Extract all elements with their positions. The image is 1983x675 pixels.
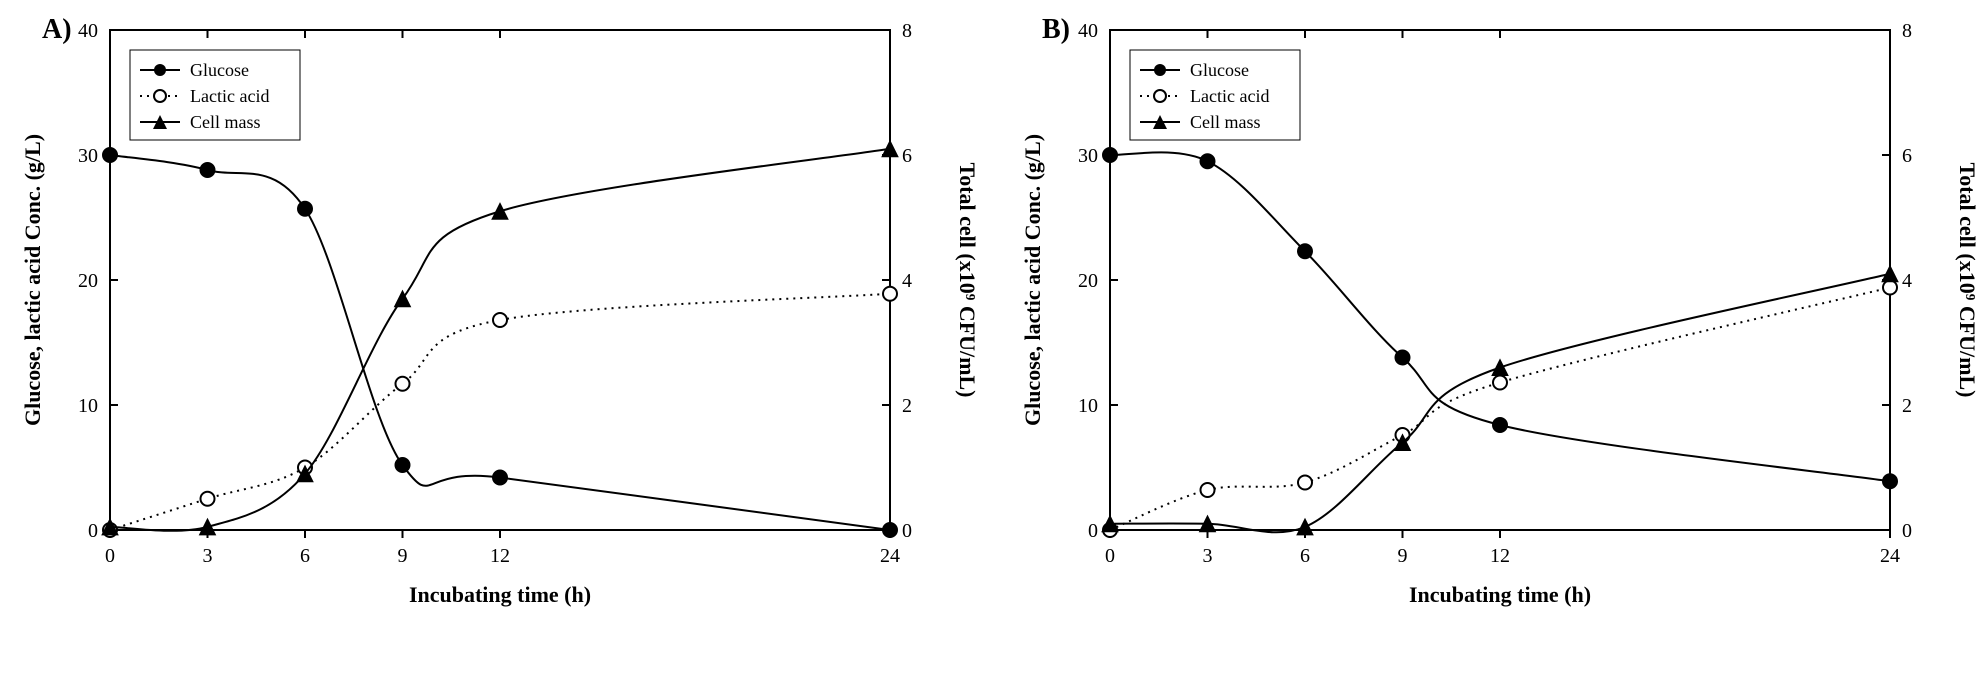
svg-text:2: 2 [902,395,912,417]
svg-text:0: 0 [105,545,115,567]
svg-text:40: 40 [78,20,98,42]
svg-text:9: 9 [1398,545,1408,567]
svg-text:Glucose: Glucose [1190,60,1249,80]
svg-text:Total cell (x10⁹ CFU/mL): Total cell (x10⁹ CFU/mL) [955,163,980,398]
svg-text:8: 8 [1902,20,1912,42]
svg-text:40: 40 [1078,20,1098,42]
svg-text:Incubating time (h): Incubating time (h) [1409,582,1591,607]
svg-text:Glucose: Glucose [190,60,249,80]
svg-text:4: 4 [1902,270,1912,292]
svg-text:3: 3 [203,545,213,567]
svg-text:24: 24 [880,545,900,567]
svg-text:20: 20 [78,270,98,292]
svg-text:3: 3 [1203,545,1213,567]
svg-text:10: 10 [1078,395,1098,417]
svg-text:24: 24 [1880,545,1900,567]
chart-svg-b: 0369122401020304002468Incubating time (h… [1000,0,1983,630]
svg-text:2: 2 [1902,395,1912,417]
panel-b: 0369122401020304002468Incubating time (h… [1000,0,1983,675]
svg-text:6: 6 [1902,145,1912,167]
svg-text:4: 4 [902,270,912,292]
svg-text:0: 0 [1902,520,1912,542]
chart-svg-a: 0369122401020304002468Incubating time (h… [0,0,1000,630]
svg-text:30: 30 [78,145,98,167]
svg-text:12: 12 [490,545,510,567]
svg-text:6: 6 [1300,545,1310,567]
svg-text:10: 10 [78,395,98,417]
panel-a: 0369122401020304002468Incubating time (h… [0,0,1000,675]
svg-text:9: 9 [398,545,408,567]
svg-text:20: 20 [1078,270,1098,292]
svg-text:Incubating time (h): Incubating time (h) [409,582,591,607]
svg-text:6: 6 [300,545,310,567]
svg-text:Glucose, lactic acid Conc. (g/: Glucose, lactic acid Conc. (g/L) [20,134,45,426]
svg-text:Lactic acid: Lactic acid [190,86,269,106]
svg-text:Total cell (x10⁹ CFU/mL): Total cell (x10⁹ CFU/mL) [1955,163,1980,398]
figure-container: 0369122401020304002468Incubating time (h… [0,0,1983,675]
svg-text:Glucose, lactic acid Conc. (g/: Glucose, lactic acid Conc. (g/L) [1020,134,1045,426]
svg-text:A): A) [42,14,72,45]
svg-text:Cell mass: Cell mass [190,112,261,132]
svg-text:8: 8 [902,20,912,42]
svg-text:6: 6 [902,145,912,167]
svg-text:0: 0 [1088,520,1098,542]
svg-text:0: 0 [1105,545,1115,567]
svg-text:12: 12 [1490,545,1510,567]
svg-text:B): B) [1042,14,1070,45]
svg-text:Lactic acid: Lactic acid [1190,86,1269,106]
svg-text:30: 30 [1078,145,1098,167]
svg-text:0: 0 [902,520,912,542]
svg-text:Cell mass: Cell mass [1190,112,1261,132]
svg-text:0: 0 [88,520,98,542]
